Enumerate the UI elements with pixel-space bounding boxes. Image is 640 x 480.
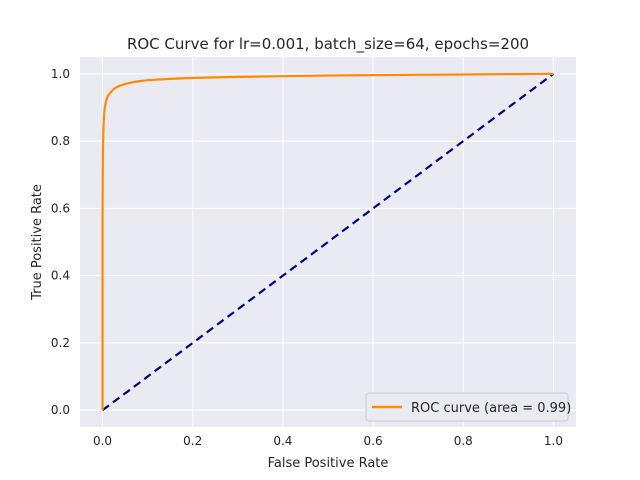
x-tick-label: 0.6 (364, 434, 383, 448)
x-tick-label: 1.0 (544, 434, 563, 448)
y-tick-label: 0.4 (51, 269, 70, 283)
x-tick-label: 0.0 (93, 434, 112, 448)
chart-title: ROC Curve for lr=0.001, batch_size=64, e… (127, 35, 529, 54)
legend-box (365, 392, 569, 422)
y-axis-label: True Positive Rate (30, 184, 45, 301)
x-axis-label: False Positive Rate (268, 456, 389, 471)
roc-curve-line (101, 72, 554, 411)
y-tick-label: 0.6 (51, 201, 70, 215)
y-tick-label: 0.0 (51, 403, 70, 417)
legend-label-roc: ROC curve (area = 0.99) (411, 401, 571, 416)
chance-diagonal-line (101, 72, 555, 412)
y-tick-label: 1.0 (51, 67, 70, 81)
x-tick-label: 0.8 (454, 434, 473, 448)
y-tick-labels: 0.0 0.2 0.4 0.6 0.8 1.0 (51, 67, 70, 417)
x-tick-label: 0.2 (183, 434, 202, 448)
series-layer (101, 72, 555, 412)
x-tick-label: 0.4 (273, 434, 292, 448)
y-tick-label: 0.8 (51, 134, 70, 148)
y-tick-label: 0.2 (51, 336, 70, 350)
legend: ROC curve (area = 0.99) (365, 392, 571, 422)
x-tick-labels: 0.0 0.2 0.4 0.6 0.8 1.0 (93, 434, 563, 448)
